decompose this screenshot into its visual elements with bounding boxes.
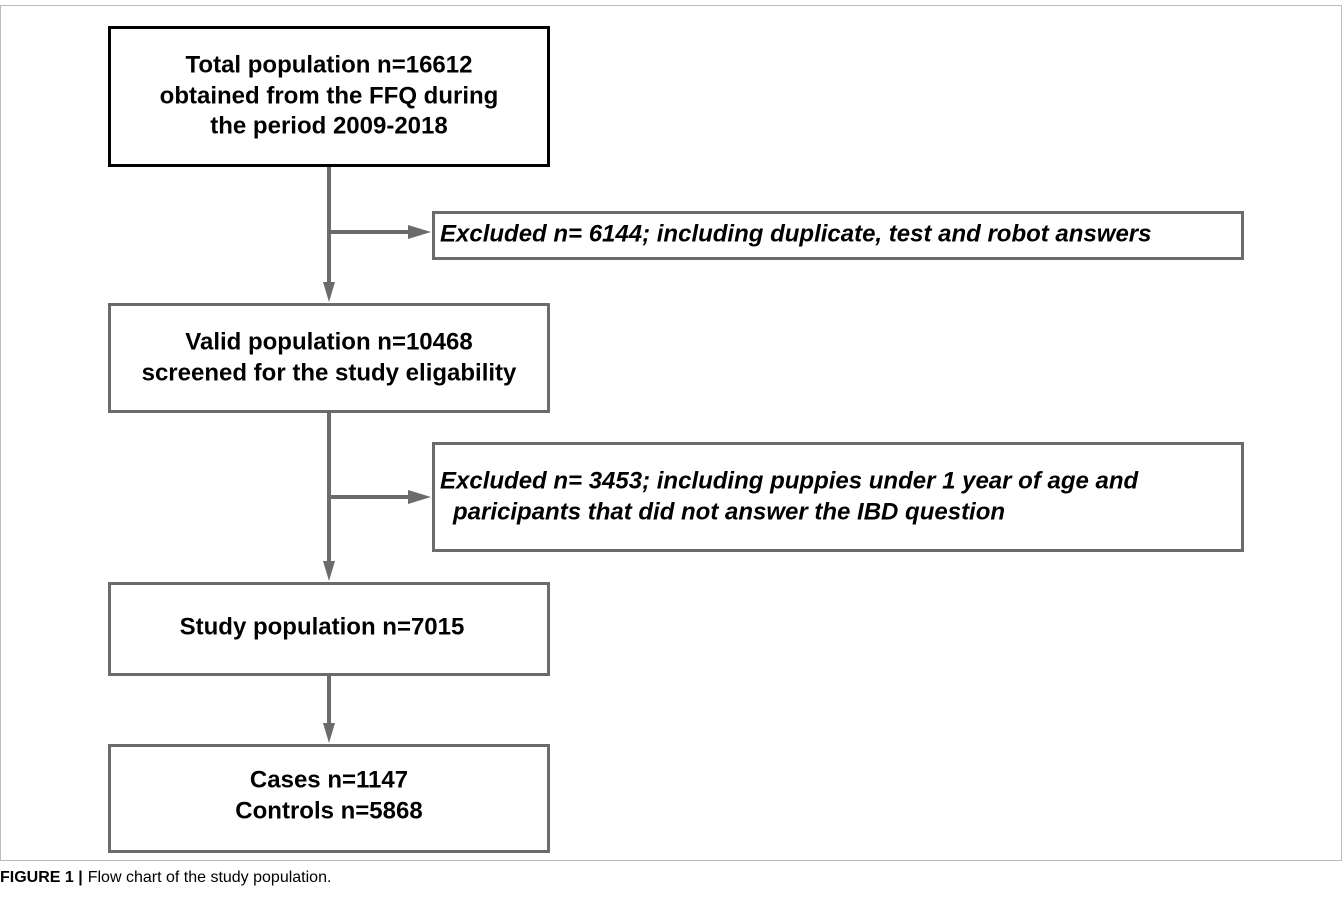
node-text: the period 2009-2018 bbox=[210, 112, 447, 139]
node-box bbox=[108, 744, 550, 853]
node-text: Cases n=1147 bbox=[250, 766, 408, 793]
node-text: Study population n=7015 bbox=[180, 613, 465, 640]
exclusion-text: Excluded n= 3453; including puppies unde… bbox=[440, 467, 1140, 494]
node-text: Controls n=5868 bbox=[235, 797, 422, 824]
caption-text: Flow chart of the study population. bbox=[88, 869, 332, 886]
figure-frame bbox=[0, 5, 1342, 861]
node-box bbox=[108, 582, 550, 676]
connectors bbox=[323, 166, 431, 743]
arrowhead bbox=[323, 282, 335, 302]
arrowhead bbox=[408, 490, 431, 504]
arrowhead bbox=[323, 561, 335, 581]
node-text: Valid population n=10468 bbox=[185, 328, 472, 355]
node-text: Total population n=16612 bbox=[186, 51, 473, 78]
exclusion-box bbox=[432, 442, 1244, 552]
exclusion-text: paricipants that did not answer the IBD … bbox=[452, 498, 1005, 525]
exclusion-text: Excluded n= 6144; including duplicate, t… bbox=[440, 220, 1152, 247]
caption-label: FIGURE 1 | bbox=[0, 869, 83, 886]
node-box bbox=[108, 26, 550, 167]
node-text: screened for the study eligability bbox=[142, 359, 517, 386]
exclusion-box bbox=[432, 211, 1244, 260]
arrowhead bbox=[408, 225, 431, 239]
arrowhead bbox=[323, 723, 335, 743]
node-text: obtained from the FFQ during bbox=[160, 82, 499, 109]
node-box bbox=[108, 303, 550, 413]
caption: FIGURE 1 | Flow chart of the study popula… bbox=[0, 869, 331, 886]
